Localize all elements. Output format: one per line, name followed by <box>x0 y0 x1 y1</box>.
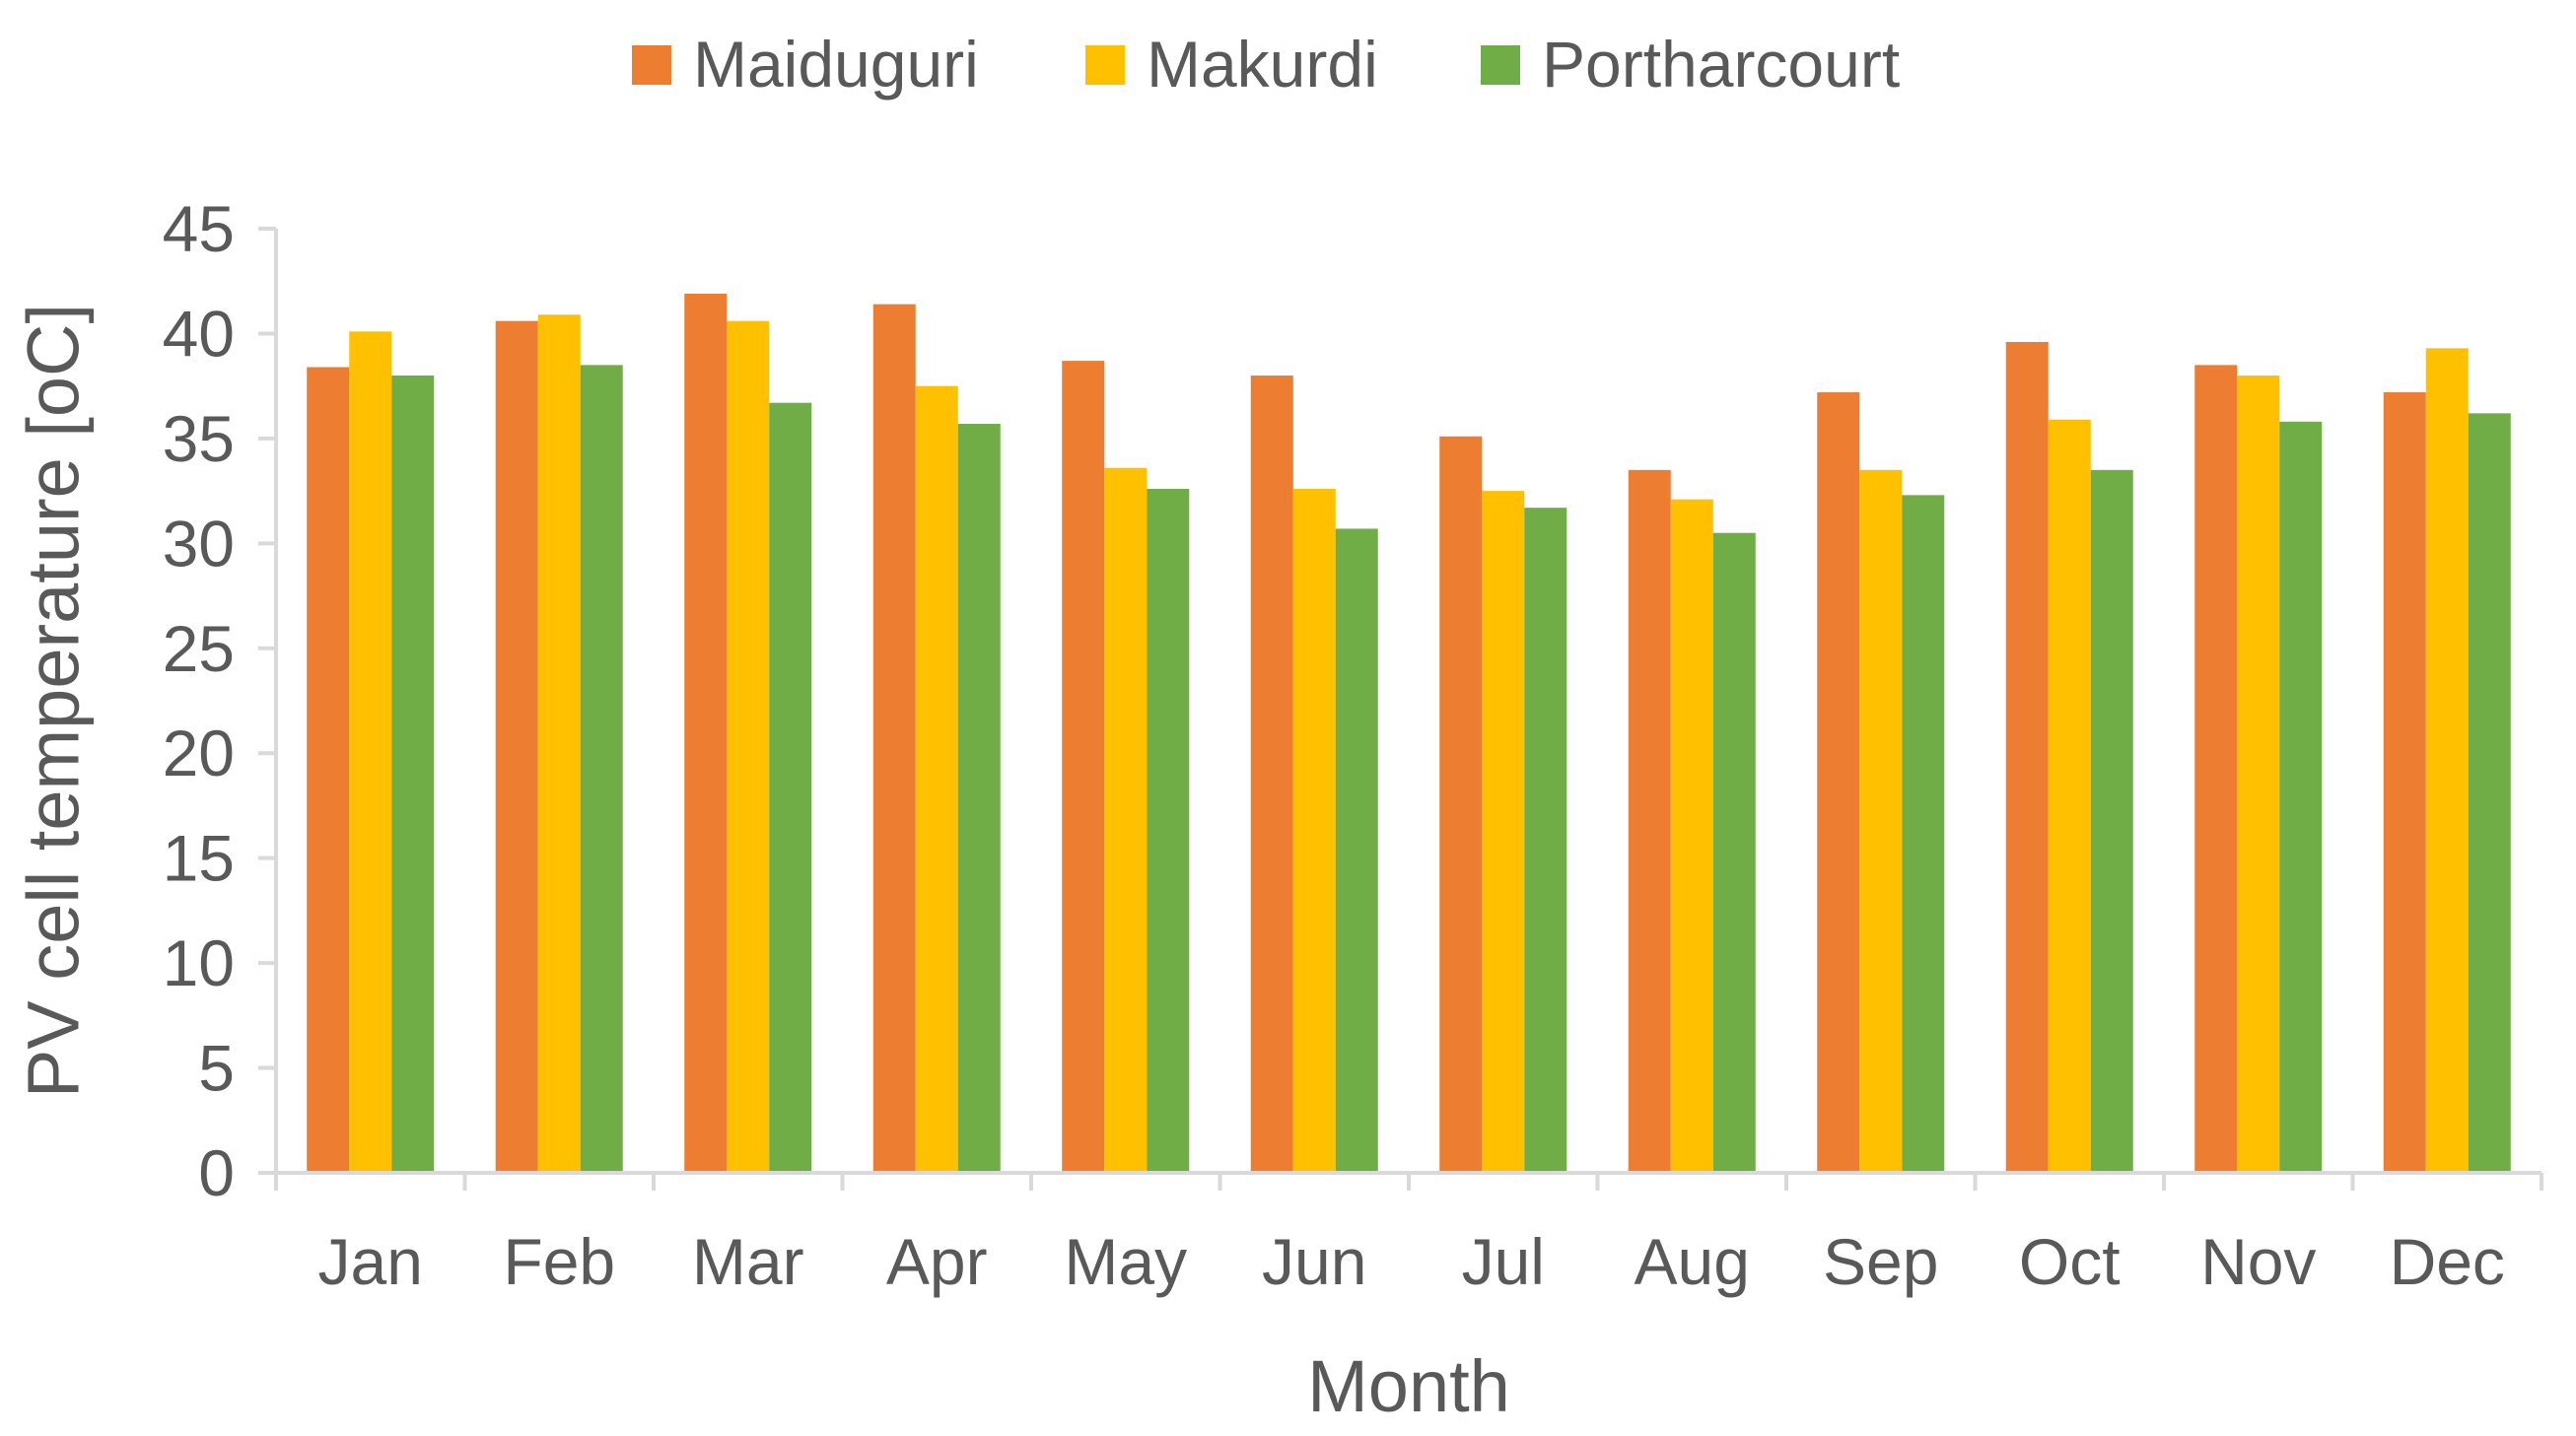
y-tick-label: 0 <box>198 1136 235 1209</box>
y-tick-label: 40 <box>163 297 235 370</box>
y-axis-title: PV cell temperature [oC] <box>13 304 95 1098</box>
bar <box>495 320 538 1173</box>
bar <box>349 331 392 1173</box>
bar <box>2048 419 2091 1173</box>
bar <box>872 304 916 1173</box>
axes: 0 5 10 15 20 25 30 35 40 45 Jan Feb Mar Apr May Jun Jul A… <box>163 192 2543 1298</box>
y-tick-label: 30 <box>163 507 235 580</box>
legend-swatch <box>1085 45 1125 85</box>
bar <box>2468 413 2511 1173</box>
bar <box>1104 467 1148 1173</box>
bar <box>1062 361 1105 1173</box>
legend-swatch <box>1481 45 1520 85</box>
bar <box>1670 499 1713 1173</box>
bar <box>580 365 623 1173</box>
legend-label: Portharcourt <box>1542 28 1900 101</box>
y-tick-label: 25 <box>163 612 235 685</box>
bar <box>307 367 350 1173</box>
bar <box>1292 488 1336 1174</box>
bar <box>915 385 958 1174</box>
bar <box>1335 528 1378 1173</box>
bar <box>1482 491 1525 1174</box>
bar <box>2090 469 2133 1173</box>
bar <box>391 376 435 1173</box>
legend-swatch <box>632 45 671 85</box>
bar <box>1859 469 1903 1173</box>
bar <box>1147 488 1190 1174</box>
y-tick-label: 20 <box>163 717 235 789</box>
bar <box>1712 532 1756 1173</box>
bar <box>2005 341 2049 1174</box>
y-tick-label: 35 <box>163 402 235 475</box>
bar <box>2383 392 2426 1173</box>
bar <box>2194 365 2238 1173</box>
bar <box>769 402 812 1174</box>
bar <box>2425 348 2469 1173</box>
y-tick-label: 15 <box>163 822 235 895</box>
legend-label: Makurdi <box>1147 28 1378 101</box>
bar <box>727 320 770 1173</box>
x-tick-label: Nov <box>2200 1225 2316 1298</box>
legend-label: Maiduguri <box>693 28 979 101</box>
x-tick-label: May <box>1064 1225 1187 1298</box>
x-tick-label: Jul <box>1462 1225 1545 1298</box>
x-tick-label: Dec <box>2390 1225 2505 1298</box>
y-tick-label: 45 <box>163 192 235 265</box>
bar <box>1250 376 1293 1173</box>
bar <box>537 314 581 1174</box>
bar <box>1628 469 1671 1173</box>
bar <box>2279 421 2323 1173</box>
y-tick-label: 10 <box>163 926 235 999</box>
bar <box>1524 508 1567 1173</box>
x-tick-label: Mar <box>692 1225 804 1298</box>
x-tick-label: Aug <box>1635 1225 1750 1298</box>
x-tick-label: Apr <box>886 1225 988 1298</box>
bar <box>1817 392 1860 1173</box>
x-axis-title: Month <box>1307 1345 1510 1427</box>
x-tick-label: Oct <box>2019 1225 2121 1298</box>
y-tick-label: 5 <box>198 1032 235 1105</box>
x-tick-label: Sep <box>1823 1225 1938 1298</box>
bar <box>2237 376 2280 1173</box>
bar <box>684 293 728 1173</box>
bar <box>957 423 1001 1173</box>
legend: Maiduguri Makurdi Portharcourt <box>632 28 1900 101</box>
x-tick-label: Jan <box>318 1225 423 1298</box>
bar <box>1439 436 1483 1173</box>
x-tick-label: Feb <box>503 1225 615 1298</box>
bars <box>307 293 2511 1174</box>
bar <box>1902 495 1945 1173</box>
x-tick-label: Jun <box>1262 1225 1366 1298</box>
